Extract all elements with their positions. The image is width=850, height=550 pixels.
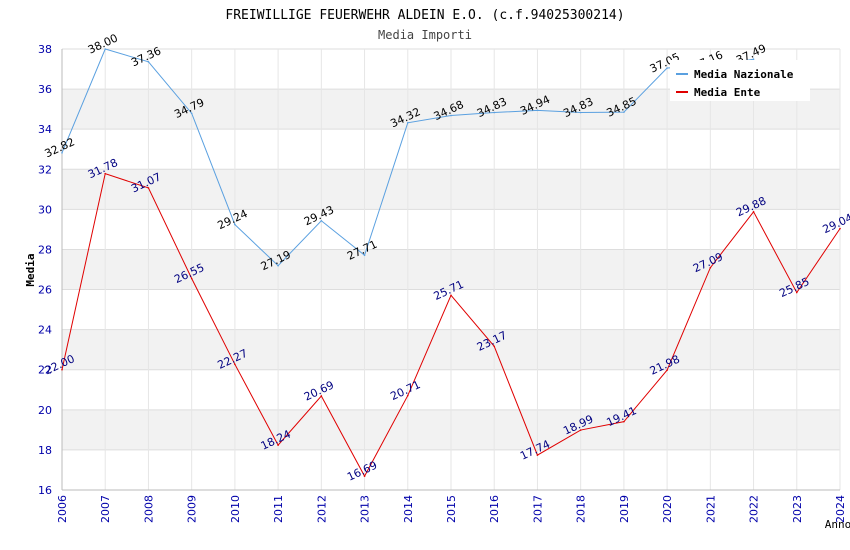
data-point-media-ente	[752, 210, 755, 213]
x-tick-label: 2013	[359, 495, 372, 523]
x-tick-label: 2023	[791, 495, 804, 523]
data-point-media-nazionale	[666, 67, 668, 69]
data-point-media-ente	[666, 369, 668, 371]
y-axis-ticks: 16 18 20 22 24 26 28 30 32 34 36 38	[38, 43, 52, 497]
data-point-media-nazionale	[579, 111, 582, 114]
data-point-media-ente	[579, 429, 582, 431]
x-tick-label: 2015	[445, 495, 458, 523]
data-point-media-ente	[104, 172, 107, 175]
data-point-media-nazionale	[320, 219, 323, 222]
y-tick-label: 16	[38, 484, 52, 497]
x-tick-label: 2018	[575, 495, 588, 523]
y-tick-label: 30	[38, 203, 52, 216]
data-point-media-ente	[839, 227, 841, 230]
data-point-media-ente	[61, 368, 63, 371]
y-tick-label: 26	[38, 284, 52, 297]
chart-subtitle: Media Importi	[378, 28, 472, 42]
data-point-media-ente	[406, 394, 409, 397]
data-point-media-ente	[709, 266, 712, 269]
x-axis-label: Anno	[825, 518, 850, 531]
data-point-media-ente	[795, 291, 798, 294]
data-point-media-nazionale	[363, 254, 366, 257]
data-point-media-ente	[363, 475, 366, 477]
data-point-media-nazionale	[104, 48, 107, 50]
data-point-media-nazionale	[277, 264, 279, 267]
data-point-media-ente	[536, 454, 539, 456]
y-tick-label: 22	[38, 364, 52, 377]
data-point-media-nazionale	[536, 109, 539, 112]
data-point-media-ente	[147, 187, 150, 189]
data-point-media-nazionale	[752, 58, 755, 61]
x-tick-label: 2014	[402, 495, 415, 523]
x-tick-label: 2011	[272, 495, 285, 523]
y-axis-label: Media	[24, 253, 37, 286]
data-point-media-nazionale	[623, 111, 625, 113]
x-tick-label: 2020	[661, 495, 674, 523]
legend-label-media-nazionale: Media Nazionale	[694, 68, 794, 81]
x-axis-ticks: 2006 2007 2008 2009 2010 2011 2012 2013 2014 2015…	[56, 495, 847, 523]
x-tick-label: 2017	[531, 495, 544, 523]
data-point-media-nazionale	[61, 152, 63, 154]
x-tick-label: 2012	[315, 495, 328, 523]
x-tick-label: 2022	[748, 495, 761, 523]
y-tick-label: 34	[38, 123, 52, 136]
legend: Media Nazionale Media Ente	[670, 60, 810, 101]
series-lines	[61, 48, 841, 478]
y-tick-label: 28	[38, 243, 52, 256]
data-point-media-ente	[277, 444, 279, 446]
data-point-media-nazionale	[493, 111, 496, 114]
data-point-media-ente	[190, 277, 193, 280]
x-tick-label: 2009	[186, 495, 199, 523]
data-point-media-ente	[623, 420, 625, 423]
x-tick-label: 2006	[56, 495, 69, 523]
x-tick-label: 2021	[704, 495, 717, 523]
data-point-media-ente	[493, 345, 496, 348]
y-tick-label: 38	[38, 43, 52, 56]
data-point-media-ente	[450, 294, 452, 297]
legend-box	[670, 60, 810, 101]
y-tick-label: 36	[38, 83, 52, 96]
data-point-media-nazionale	[147, 61, 150, 63]
data-point-media-nazionale	[406, 121, 409, 124]
x-tick-label: 2008	[142, 495, 155, 523]
y-tick-label: 18	[38, 444, 52, 457]
x-tick-label: 2016	[488, 495, 501, 523]
y-tick-label: 24	[38, 324, 52, 337]
x-tick-label: 2010	[229, 495, 242, 523]
x-tick-label: 2024	[834, 495, 847, 523]
legend-label-media-ente: Media Ente	[694, 86, 761, 99]
data-point-media-nazionale	[234, 223, 236, 226]
chart-title: FREIWILLIGE FEUERWEHR ALDEIN E.O. (c.f.9…	[225, 8, 624, 23]
data-point-media-ente	[320, 395, 323, 397]
data-point-media-nazionale	[450, 114, 452, 117]
x-tick-label: 2019	[618, 495, 631, 523]
y-tick-label: 20	[38, 404, 52, 417]
x-tick-label: 2007	[99, 495, 112, 523]
data-point-media-ente	[234, 363, 236, 366]
data-point-media-nazionale	[190, 112, 193, 115]
y-tick-label: 32	[38, 163, 52, 176]
